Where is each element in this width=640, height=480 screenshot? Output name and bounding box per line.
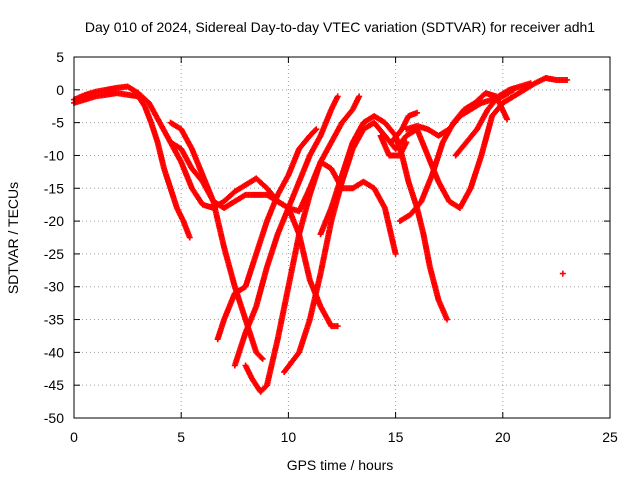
y-tick-label: -30 xyxy=(44,279,64,295)
y-tick-label: -10 xyxy=(44,147,64,163)
x-tick-label: 20 xyxy=(495,429,511,445)
y-tick-label: 0 xyxy=(56,82,64,98)
data-point xyxy=(403,139,410,146)
chart-title: Day 010 of 2024, Sidereal Day-to-day VTE… xyxy=(85,19,595,35)
data-point xyxy=(312,127,319,134)
data-point xyxy=(392,250,399,257)
data-point xyxy=(313,126,320,133)
x-tick-label: 0 xyxy=(70,429,78,445)
data-point xyxy=(334,93,341,100)
y-tick-label: -50 xyxy=(44,410,64,426)
data-point xyxy=(444,316,451,323)
x-axis-label: GPS time / hours xyxy=(287,457,394,473)
data-point xyxy=(259,355,266,362)
y-tick-label: -5 xyxy=(52,115,65,131)
y-tick-label: -35 xyxy=(44,312,64,328)
y-tick-label: -40 xyxy=(44,344,64,360)
y-tick-label: -25 xyxy=(44,246,64,262)
data-point xyxy=(559,270,566,277)
x-tick-label: 5 xyxy=(177,429,185,445)
data-point xyxy=(334,323,341,330)
y-tick-label: -15 xyxy=(44,180,64,196)
data-point xyxy=(527,80,534,87)
axis-ticks: 0 5 10 15 20 25 5 0 -5 -10 -15 -20 -25 -30 -35 -40 -45 -5… xyxy=(44,49,618,445)
y-tick-label: -20 xyxy=(44,213,64,229)
data-point xyxy=(258,354,265,361)
data-point xyxy=(504,116,511,123)
data-point xyxy=(186,234,193,241)
data-point xyxy=(414,109,421,116)
y-axis-label: SDTVAR / TECUs xyxy=(5,182,21,294)
plot-frame xyxy=(73,56,611,419)
x-tick-label: 15 xyxy=(388,429,404,445)
y-tick-label: 5 xyxy=(56,49,64,65)
y-tick-label: -45 xyxy=(44,377,64,393)
x-tick-label: 10 xyxy=(281,429,297,445)
data-point xyxy=(356,93,363,100)
data-point xyxy=(564,76,571,83)
data-points xyxy=(71,75,571,395)
x-tick-label: 25 xyxy=(602,429,618,445)
